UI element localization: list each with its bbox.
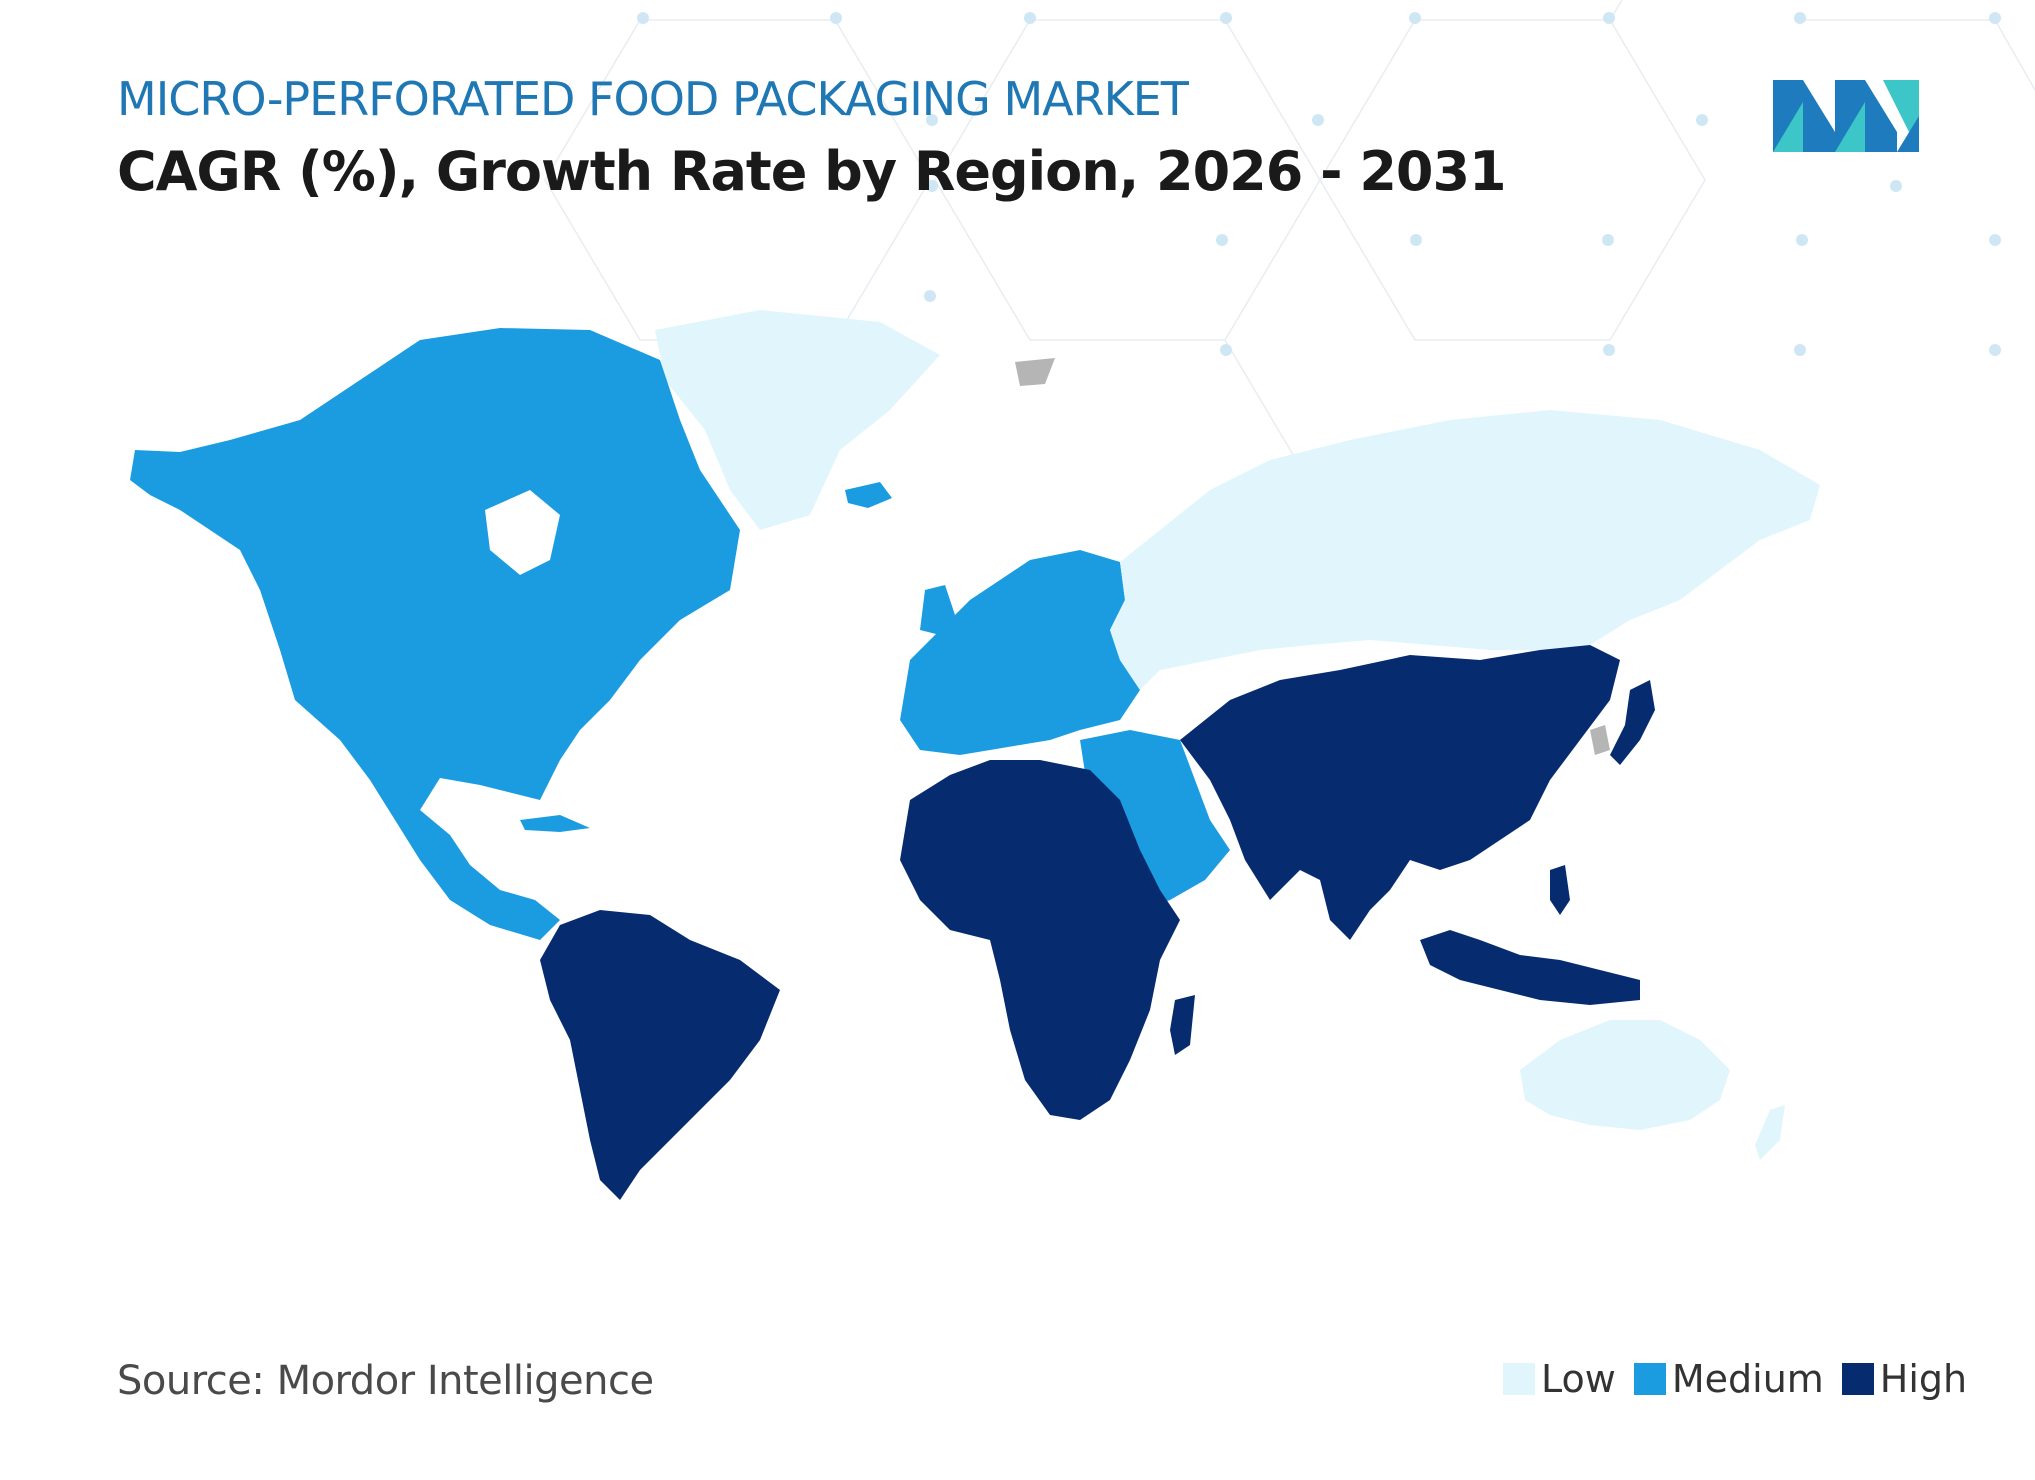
source-text: Source: Mordor Intelligence	[117, 1358, 654, 1404]
region-svalbard	[1015, 358, 1055, 386]
region-africa	[900, 760, 1180, 1120]
header: MICRO-PERFORATED FOOD PACKAGING MARKET C…	[117, 72, 1507, 203]
world-map	[130, 310, 1820, 1200]
legend-swatch-high	[1841, 1363, 1874, 1395]
region-iceland	[845, 482, 892, 508]
region-south-america	[540, 910, 780, 1200]
region-uk	[920, 585, 955, 635]
region-japan	[1610, 680, 1655, 765]
mordor-logo	[1773, 80, 1919, 152]
legend-item-medium: Medium	[1633, 1357, 1824, 1401]
region-europe	[900, 550, 1140, 755]
market-title: MICRO-PERFORATED FOOD PACKAGING MARKET	[117, 72, 1189, 126]
legend-swatch-medium	[1633, 1363, 1666, 1395]
region-southeast-islands	[1420, 930, 1640, 1005]
region-madagascar	[1170, 995, 1195, 1055]
region-new-zealand	[1755, 1105, 1785, 1160]
region-philippines	[1550, 865, 1570, 915]
legend-label-low: Low	[1541, 1357, 1616, 1401]
region-russia	[1110, 410, 1820, 690]
legend: Low Medium High	[1485, 1357, 1967, 1401]
legend-label-high: High	[1879, 1357, 1968, 1401]
legend-label-medium: Medium	[1671, 1357, 1824, 1401]
region-korea	[1590, 725, 1610, 755]
region-australia	[1520, 1020, 1730, 1130]
legend-item-high: High	[1841, 1357, 1968, 1401]
region-north-america	[130, 328, 740, 940]
region-caribbean	[520, 815, 590, 832]
region-asia	[1180, 645, 1620, 940]
region-greenland	[655, 310, 940, 530]
legend-swatch-low	[1503, 1363, 1535, 1395]
chart-title: CAGR (%), Growth Rate by Region, 2026 - …	[117, 140, 1507, 203]
legend-item-low: Low	[1503, 1357, 1616, 1401]
